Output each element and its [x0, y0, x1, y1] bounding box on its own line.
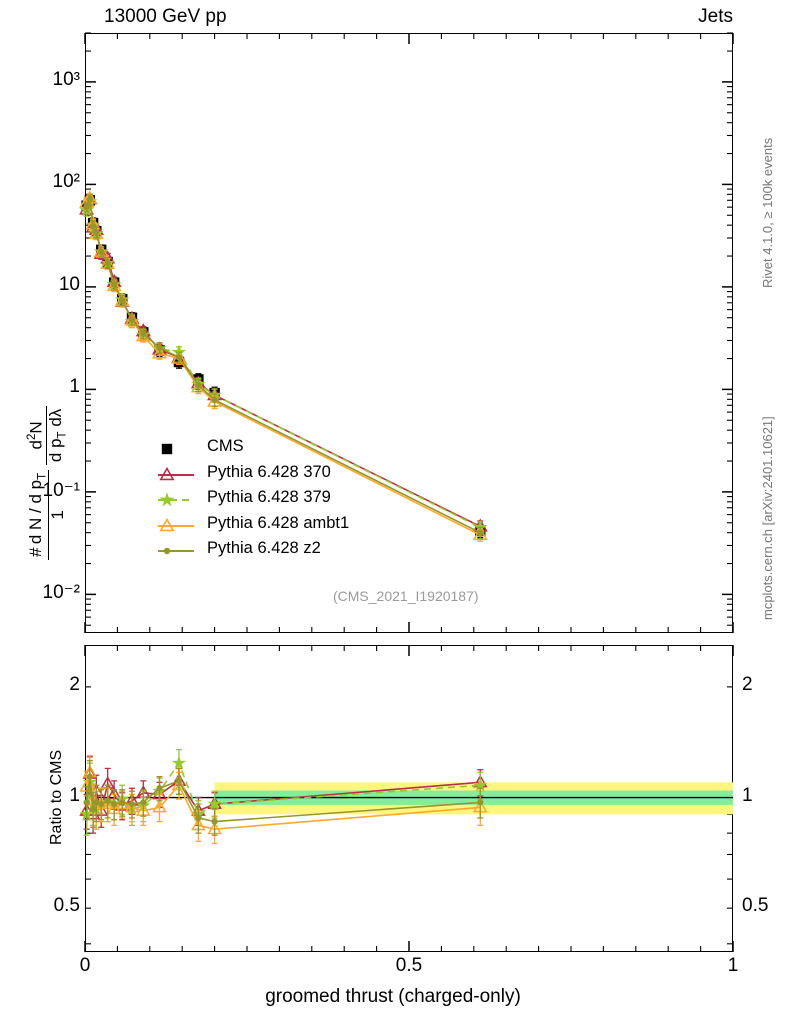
x-tick-label: 0.5: [395, 955, 423, 976]
legend-key-triangle-icon: [158, 517, 194, 531]
legend-label: Pythia 6.428 ambt1: [207, 513, 350, 532]
ratio-y-tick-label-right: 1: [742, 784, 753, 806]
x-tick-label: 0: [79, 955, 91, 976]
x-axis-label: groomed thrust (charged-only): [265, 986, 521, 1007]
legend-key-dot-icon: [158, 547, 194, 555]
ratio-plot-frame: [85, 645, 733, 952]
analysis-id-watermark: (CMS_2021_I1920187): [333, 588, 479, 604]
main-y-tick-label: 1: [69, 376, 80, 398]
ratio-y-axis-label: Ratio to CMS: [48, 749, 65, 845]
main-y-tick-label: 10⁻²: [42, 582, 81, 604]
legend-key-triangle-icon: [158, 466, 194, 480]
main-y-tick-label: 10: [58, 273, 80, 295]
x-tick-label: 1: [727, 955, 739, 976]
main-y-tick-label: 10³: [52, 68, 80, 90]
header-left: 13000 GeV pp: [104, 6, 227, 27]
mcplots-source-label: mcplots.cern.ch [arXiv:2401.10621]: [760, 416, 775, 620]
ratio-y-tick-label: 2: [69, 673, 80, 695]
legend-label: Pythia 6.428 370: [207, 462, 331, 481]
legend-key-star-icon: [158, 492, 194, 507]
legend-label: CMS: [207, 437, 244, 455]
legend-key-square-icon: [161, 443, 173, 455]
ratio-y-tick-label: 0.5: [53, 895, 80, 917]
ratio-y-tick-label-right: 0.5: [742, 895, 769, 917]
ratio-y-tick-label: 1: [69, 784, 80, 806]
legend-label: Pythia 6.428 379: [207, 488, 331, 506]
header-right: Jets: [698, 6, 733, 27]
main-y-tick-label: 10²: [52, 171, 80, 193]
ratio-y-tick-label-right: 2: [742, 673, 753, 695]
main-y-tick-label: 10⁻¹: [42, 479, 81, 501]
rivet-version-label: Rivet 4.1.0, ≥ 100k events: [760, 137, 775, 288]
legend-label: Pythia 6.428 z2: [207, 539, 321, 557]
